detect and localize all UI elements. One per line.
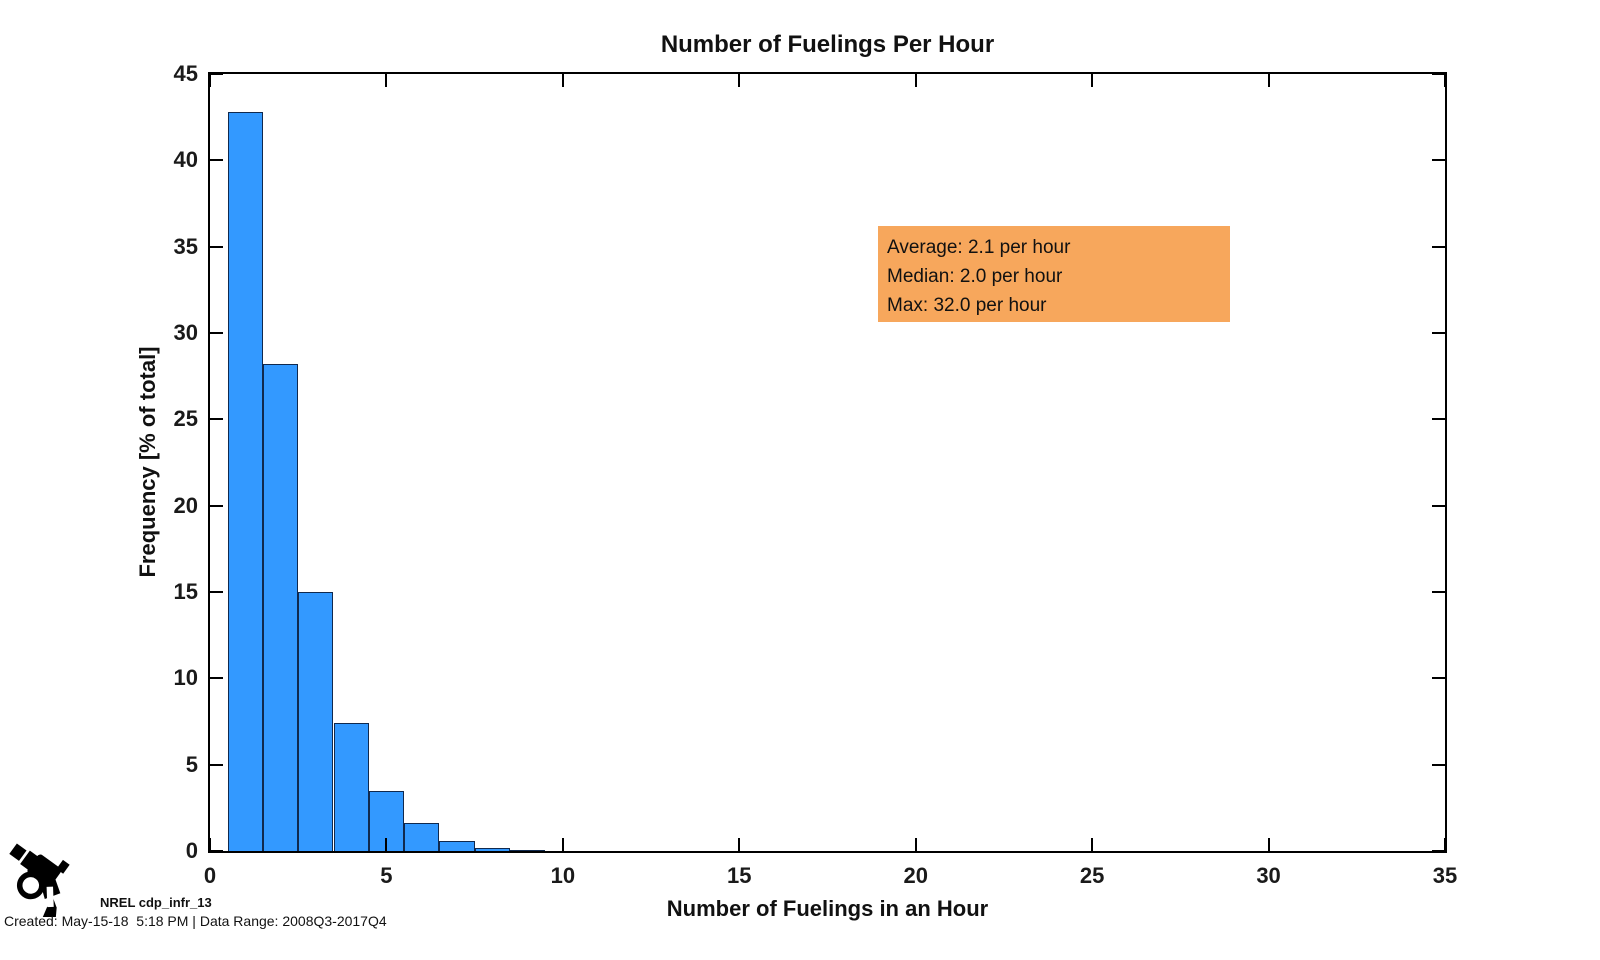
x-axis-tick — [1091, 838, 1094, 851]
x-axis-tick — [1091, 74, 1094, 87]
x-tick-label: 30 — [1256, 863, 1281, 888]
y-axis-label: Frequency [% of total] — [135, 346, 160, 578]
y-axis-tick — [1432, 677, 1445, 680]
annotation-line-median: Median: 2.0 per hour — [887, 266, 1063, 287]
annotation-line-average: Average: 2.1 per hour — [887, 237, 1071, 258]
y-tick-label: 15 — [173, 579, 198, 604]
x-axis-tick — [209, 74, 211, 87]
source-label: NREL cdp_infr_13 — [100, 895, 212, 910]
x-axis-tick — [738, 74, 741, 87]
y-axis-tick — [1432, 763, 1445, 766]
y-tick-label: 10 — [173, 665, 198, 691]
created-info: Created: May-15-18 5:18 PM | Data Range:… — [4, 913, 387, 929]
x-axis-tick — [561, 838, 564, 851]
x-tick-label: 35 — [1432, 863, 1458, 888]
y-axis-tick — [1432, 245, 1445, 248]
y-tick-label: 45 — [173, 61, 198, 86]
x-axis-tick — [914, 838, 917, 851]
histogram-bar — [439, 840, 475, 851]
y-axis-tick — [210, 677, 223, 680]
y-axis-tick — [1432, 850, 1445, 852]
histogram-bar — [262, 364, 299, 851]
x-axis-tick — [1267, 74, 1270, 87]
x-axis-tick — [209, 838, 211, 851]
x-axis-tick — [1444, 74, 1446, 87]
x-axis-tick — [385, 838, 388, 851]
y-tick-label: 35 — [173, 233, 198, 259]
histogram-bar — [509, 849, 546, 851]
y-tick-label: 30 — [173, 320, 198, 345]
histogram-bar — [474, 847, 510, 851]
x-tick-label: 10 — [550, 863, 576, 888]
x-tick-label: 15 — [727, 863, 752, 888]
x-axis-tick — [1444, 838, 1446, 851]
x-axis-tick — [738, 838, 741, 851]
x-axis-tick — [561, 74, 564, 87]
x-tick-label: 20 — [903, 863, 928, 888]
y-axis-tick — [1432, 332, 1445, 334]
x-tick-label: 0 — [203, 863, 217, 888]
fuel-nozzle-icon — [9, 843, 70, 917]
stats-annotation-box: Average: 2.1 per hour Median: 2.0 per ho… — [878, 226, 1230, 322]
x-axis-tick — [1267, 838, 1270, 851]
y-axis-tick — [210, 418, 223, 421]
annotation-line-max: Max: 32.0 per hour — [887, 295, 1047, 316]
y-axis-tick — [1432, 418, 1445, 421]
y-tick-label: 40 — [173, 147, 198, 173]
x-axis-tick — [914, 74, 917, 87]
chart-title: Number of Fuelings Per Hour — [660, 31, 995, 58]
y-tick-label: 20 — [173, 492, 198, 518]
y-axis-tick — [210, 245, 223, 248]
y-axis-tick — [210, 159, 223, 162]
y-axis-tick — [1432, 159, 1445, 162]
plot-area — [208, 72, 1447, 853]
y-axis-tick — [210, 763, 223, 766]
y-tick-label: 25 — [173, 406, 198, 432]
y-axis-tick — [210, 73, 223, 75]
histogram-bar — [333, 723, 369, 851]
x-axis-tick — [385, 74, 388, 87]
y-axis-tick — [1432, 591, 1445, 593]
y-axis-tick — [1432, 73, 1445, 75]
histogram-bar — [404, 823, 440, 851]
y-axis-tick — [210, 591, 223, 593]
y-axis-tick — [1432, 504, 1445, 507]
x-axis-label: Number of Fuelings in an Hour — [666, 896, 989, 921]
histogram-bar — [227, 112, 263, 851]
y-axis-tick — [210, 504, 223, 507]
histogram-bar — [298, 592, 334, 851]
x-tick-label: 5 — [380, 863, 393, 888]
y-tick-label: 5 — [185, 751, 198, 777]
y-axis-tick — [210, 332, 223, 334]
y-axis-tick — [210, 850, 223, 852]
y-tick-label: 0 — [185, 838, 198, 863]
x-tick-label: 25 — [1079, 863, 1105, 888]
